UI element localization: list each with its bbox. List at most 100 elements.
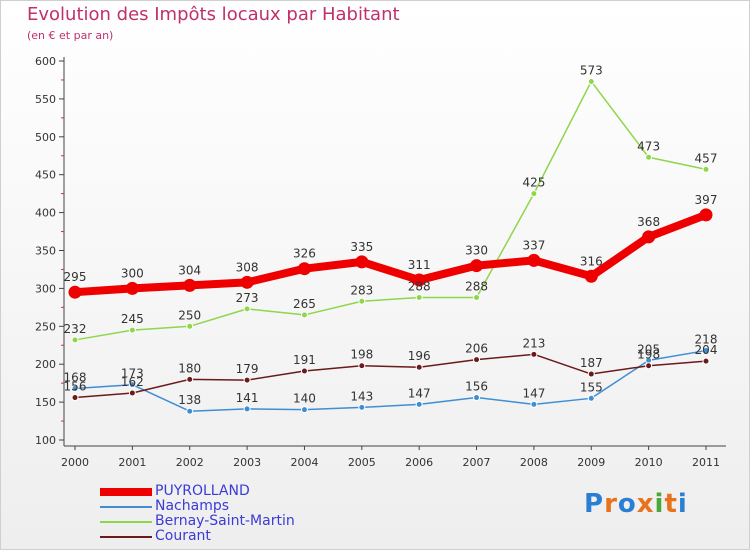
data-label: 180 [178,361,201,375]
data-point [473,394,481,402]
data-label: 143 [350,389,373,403]
data-point [530,400,538,408]
data-point [473,293,481,301]
data-point [355,255,369,269]
data-point [186,375,194,383]
data-point [243,405,251,413]
data-label: 573 [580,63,603,77]
data-label: 425 [522,176,545,190]
x-tick-label: 2010 [635,456,663,469]
data-label: 196 [408,349,431,363]
data-point [71,384,79,392]
x-tick-label: 2011 [692,456,720,469]
data-label: 173 [121,367,144,381]
x-tick-label: 2001 [118,456,146,469]
y-tick-label: 150 [35,396,56,409]
data-label: 155 [580,380,603,394]
data-point [71,336,79,344]
series-line-Nachamps [74,349,707,412]
data-label: 179 [236,362,259,376]
data-point [645,362,653,370]
data-label: 304 [178,263,201,277]
logo-letter: t [664,489,678,519]
data-point [415,363,423,371]
y-tick-label: 450 [35,169,56,182]
legend-label: Courant [155,528,211,544]
data-label: 156 [64,380,87,394]
data-point [240,275,254,289]
x-tick-label: 2009 [577,456,605,469]
logo-letter: i [654,489,665,519]
data-point [587,370,595,378]
data-point [527,253,541,267]
data-label: 218 [695,333,718,347]
x-tick-label: 2008 [520,456,548,469]
data-label: 204 [695,343,718,357]
y-tick-label: 600 [35,55,56,68]
data-point [128,389,136,397]
legend-label: PUYROLLAND [155,483,250,499]
legend-swatch [100,505,152,508]
data-point [68,285,82,299]
series-line-Courant [74,353,707,399]
data-label: 147 [408,386,431,400]
data-label: 288 [465,279,488,293]
logo-letter: x [636,489,655,519]
data-label: 273 [236,291,259,305]
data-label: 457 [695,151,718,165]
y-tick-label: 100 [35,434,56,447]
series-line-PUYROLLAND [74,211,708,297]
data-label: 330 [465,244,488,258]
data-label: 232 [64,322,87,336]
logo-letter: r [604,489,618,519]
proxiti-logo: Proxiti [584,489,688,519]
data-label: 156 [465,380,488,394]
data-label: 265 [293,297,316,311]
y-tick-label: 200 [35,358,56,371]
data-point [243,376,251,384]
data-label: 283 [350,283,373,297]
y-tick-label: 500 [35,131,56,144]
data-point [71,394,79,402]
x-tick-label: 2006 [405,456,433,469]
y-tick-label: 350 [35,245,56,258]
data-label: 213 [522,336,545,350]
data-point [584,269,598,283]
data-point [587,394,595,402]
legend-label: Bernay-Saint-Martin [155,513,295,529]
x-tick-label: 2000 [61,456,89,469]
data-label: 300 [121,266,144,280]
data-point [358,362,366,370]
data-label: 191 [293,353,316,367]
data-point [412,273,426,287]
data-point [530,350,538,358]
data-label: 326 [293,247,316,261]
data-point [297,262,311,276]
data-label: 198 [350,348,373,362]
data-point [642,230,656,244]
series-line-Bernay-Saint-Martin [74,80,707,341]
x-tick-label: 2005 [348,456,376,469]
data-label: 316 [580,254,603,268]
legend-label: Nachamps [155,498,230,514]
y-tick-label: 550 [35,93,56,106]
y-tick-label: 400 [35,207,56,220]
data-point [300,311,308,319]
data-label: 206 [465,342,488,356]
data-label: 288 [408,279,431,293]
data-point [186,322,194,330]
data-point [358,403,366,411]
legend-item: Courant [100,529,295,544]
data-point [128,326,136,334]
y-tick-label: 300 [35,282,56,295]
data-label: 147 [522,386,545,400]
data-point [470,259,484,273]
logo-letter: i [677,489,688,519]
legend-swatch [100,520,152,523]
data-point [300,406,308,414]
data-point [587,77,595,85]
legend-item: Bernay-Saint-Martin [100,514,295,529]
data-point [530,190,538,198]
data-point [183,278,197,292]
